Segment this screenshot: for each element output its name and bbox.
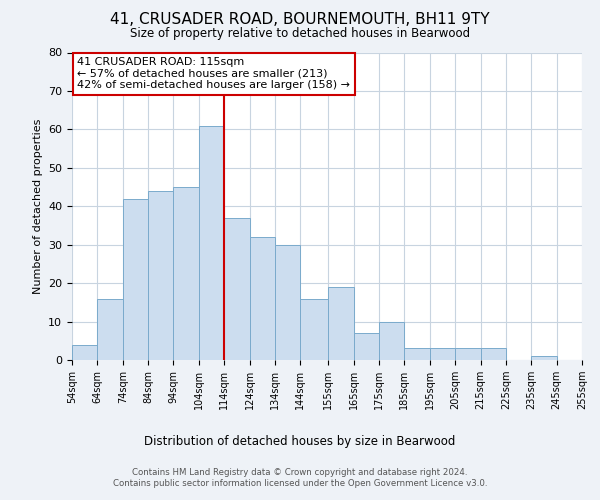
Bar bbox=[481, 348, 506, 360]
Bar bbox=[72, 344, 97, 360]
Bar bbox=[123, 198, 148, 360]
Bar bbox=[455, 348, 481, 360]
Bar bbox=[353, 333, 379, 360]
Bar bbox=[379, 322, 404, 360]
Bar bbox=[250, 237, 275, 360]
Bar bbox=[404, 348, 430, 360]
Text: 41 CRUSADER ROAD: 115sqm
← 57% of detached houses are smaller (213)
42% of semi-: 41 CRUSADER ROAD: 115sqm ← 57% of detach… bbox=[77, 57, 350, 90]
Text: Contains HM Land Registry data © Crown copyright and database right 2024.
Contai: Contains HM Land Registry data © Crown c… bbox=[113, 468, 487, 487]
Bar bbox=[301, 298, 328, 360]
Bar bbox=[328, 287, 353, 360]
Bar bbox=[173, 187, 199, 360]
Bar bbox=[97, 298, 123, 360]
Bar bbox=[199, 126, 224, 360]
Y-axis label: Number of detached properties: Number of detached properties bbox=[32, 118, 43, 294]
Text: Distribution of detached houses by size in Bearwood: Distribution of detached houses by size … bbox=[145, 435, 455, 448]
Bar bbox=[275, 244, 301, 360]
Bar bbox=[148, 191, 173, 360]
Text: 41, CRUSADER ROAD, BOURNEMOUTH, BH11 9TY: 41, CRUSADER ROAD, BOURNEMOUTH, BH11 9TY bbox=[110, 12, 490, 28]
Bar bbox=[224, 218, 250, 360]
Text: Size of property relative to detached houses in Bearwood: Size of property relative to detached ho… bbox=[130, 28, 470, 40]
Bar bbox=[531, 356, 557, 360]
Bar bbox=[430, 348, 455, 360]
